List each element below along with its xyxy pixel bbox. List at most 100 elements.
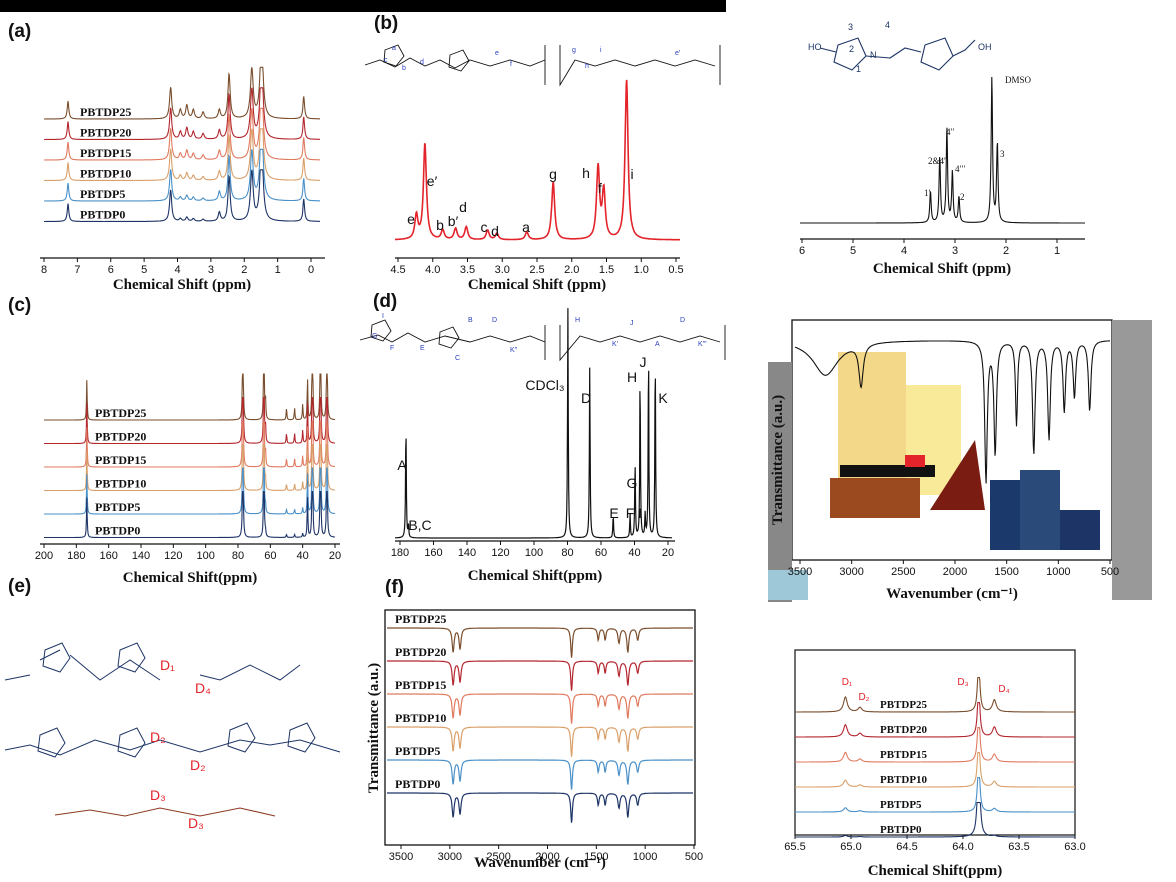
g-series-label: PBTDP5 <box>880 799 922 811</box>
ftir-inset-spectrum <box>794 340 1111 484</box>
f-series-PBTDP25 <box>387 627 693 658</box>
svg-text:C: C <box>455 355 460 362</box>
d-peak-label: I <box>638 505 642 521</box>
g-series-PBTDP25 <box>795 676 1075 713</box>
structure-d <box>359 319 726 362</box>
ftir-inset-gray-band <box>768 362 792 602</box>
c-series-PBTDP25 <box>44 373 335 421</box>
e-label-d2-b: D₂ <box>190 757 206 773</box>
ftir-inset-navy-block-2 <box>1020 470 1060 550</box>
a-tick-label: 3 <box>208 264 214 276</box>
svg-text:i: i <box>600 47 602 54</box>
f-series-label: PBTDP25 <box>395 612 446 626</box>
svg-text:I: I <box>382 313 384 320</box>
svg-text:K′′′: K′′′ <box>698 341 707 348</box>
d-tick-label: 180 <box>391 547 409 559</box>
binset-tick-label: 1 <box>1054 245 1060 257</box>
structure-b <box>364 44 721 87</box>
ftir-inset-gray-right <box>1112 320 1152 600</box>
b-inset-peak-label: 2 <box>960 192 965 202</box>
c-series-label: PBTDP20 <box>95 430 146 444</box>
f-series-label: PBTDP15 <box>395 678 446 692</box>
binset-tick-label: 3 <box>952 245 958 257</box>
f-series-PBTDP5 <box>387 759 693 790</box>
ftir-inset-ylabel: Transmittance (a.u.) <box>770 395 786 525</box>
xlabel-a: Chemical Shift (ppm) <box>113 277 251 293</box>
g-series-PBTDP5 <box>795 776 1075 813</box>
f-tick-label: 500 <box>685 851 703 863</box>
c-series-PBTDP5 <box>44 467 336 515</box>
d-peak-label: D <box>581 390 591 406</box>
d-peak-label: E <box>609 505 618 521</box>
structure-d-labels: I G F E C B D K′′ H K′ J A D K′′′ <box>372 313 707 362</box>
b-peak-label: d <box>459 199 467 215</box>
g-peak-label: D₂ <box>858 692 869 703</box>
svg-text:1: 1 <box>856 64 861 74</box>
svg-text:g: g <box>572 47 576 54</box>
d-tick-label: 80 <box>561 547 573 559</box>
f-tick-label: 2000 <box>535 851 559 863</box>
f-tick-label: 1500 <box>584 851 608 863</box>
d-spectrum <box>395 308 672 539</box>
a-series-label: PBTDP15 <box>80 146 131 160</box>
d-peak-label: CDCl₃ <box>525 377 564 393</box>
f-series-label: PBTDP0 <box>395 777 440 791</box>
xlabel-b-inset: Chemical Shift (ppm) <box>873 261 1011 277</box>
a-tick-label: 5 <box>141 264 147 276</box>
b-inset-spectrum <box>800 76 1085 224</box>
d-tick-label: 100 <box>525 547 543 559</box>
f-series-PBTDP0 <box>387 792 693 823</box>
d-peak-label: B,C <box>408 517 431 533</box>
svg-text:c: c <box>384 57 388 64</box>
a-series-PBTDP20 <box>44 87 320 141</box>
finset-tick-label: 3000 <box>839 566 863 578</box>
svg-text:A: A <box>655 341 660 348</box>
e-label-d3-a: D₃ <box>150 787 166 803</box>
binset-tick-label: 2 <box>1003 245 1009 257</box>
c-series-PBTDP0 <box>44 490 336 539</box>
g-series-label: PBTDP20 <box>880 724 928 736</box>
svg-text:h: h <box>585 63 589 70</box>
svg-text:D: D <box>492 317 497 324</box>
b-peak-label: e <box>407 211 415 227</box>
ylabel-f: Transmittance (a.u.) <box>366 663 382 793</box>
b-peak-label: e′ <box>427 173 438 189</box>
xlabel-c: Chemical Shift(ppm) <box>123 570 258 586</box>
d-tick-label: 120 <box>491 547 509 559</box>
a-tick-label: 1 <box>275 264 281 276</box>
e-label-d4: D₄ <box>195 680 211 696</box>
g-tick-label: 64.0 <box>952 841 973 853</box>
ftir-inset-xlabel: Wavenumber (cm⁻¹) <box>886 586 1018 602</box>
a-series-PBTDP5 <box>44 148 320 202</box>
ftir-inset: Wavenumber (cm⁻¹) Transmittance (a.u.) <box>768 319 1152 602</box>
structure-e <box>4 642 341 817</box>
structure-e-labels: D₁ D₄ D₂ D₂ D₃ D₃ <box>150 657 211 831</box>
c-series-label: PBTDP15 <box>95 453 146 467</box>
finset-tick-label: 1500 <box>994 566 1018 578</box>
panel-label-f: (f) <box>385 577 404 598</box>
b-tick-label: 4.5 <box>390 264 405 276</box>
b-inset-peak-label: 4′′′ <box>955 164 965 174</box>
f-tick-label: 3000 <box>438 851 462 863</box>
ftir-inset-red-block <box>905 455 925 467</box>
svg-text:N: N <box>870 50 877 60</box>
c-tick-label: 80 <box>232 550 244 562</box>
svg-text:e: e <box>495 50 499 57</box>
c-tick-label: 200 <box>35 550 53 562</box>
b-inset-peak-label: 1′ <box>924 188 931 198</box>
binset-tick-label: 5 <box>850 245 856 257</box>
panel-label-e: (e) <box>8 576 31 597</box>
g-series-PBTDP10 <box>795 751 1075 788</box>
svg-text:2: 2 <box>849 44 854 54</box>
e-label-d2-a: D₂ <box>150 729 166 745</box>
f-series-label: PBTDP5 <box>395 744 440 758</box>
d-peak-label: K <box>658 390 668 406</box>
b-tick-label: 1.0 <box>634 264 649 276</box>
b-inset-peak-label: 4′′ <box>946 127 954 137</box>
b-peak-label: b <box>436 217 444 233</box>
c-tick-label: 100 <box>196 550 214 562</box>
d-tick-label: 160 <box>424 547 442 559</box>
structure-b-labels: a b c d e f g h i e′ <box>384 45 681 72</box>
xlabel-b: Chemical Shift (ppm) <box>468 277 606 293</box>
frame-f <box>384 609 696 846</box>
